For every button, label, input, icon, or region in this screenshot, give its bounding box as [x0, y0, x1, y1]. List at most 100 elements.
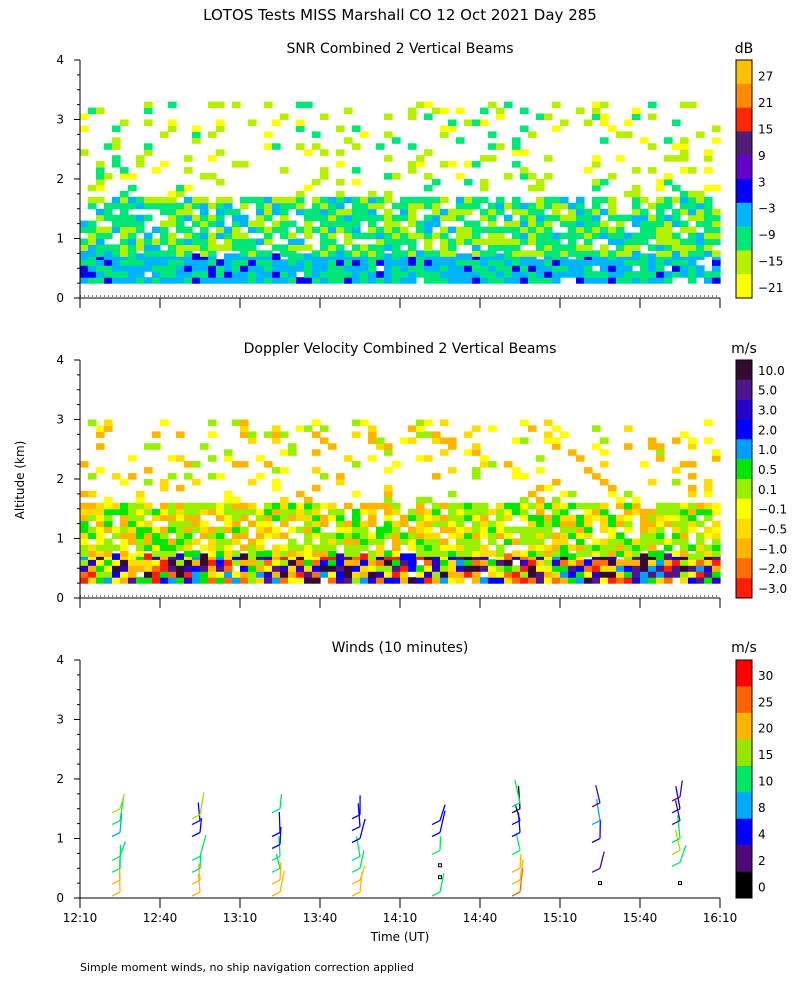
- heatmap-cell: [304, 101, 313, 109]
- heatmap-cell: [368, 508, 377, 516]
- heatmap-cell: [104, 538, 113, 545]
- heatmap-cell: [256, 571, 265, 578]
- heatmap-cell: [272, 277, 281, 284]
- heatmap-cell: [296, 508, 305, 516]
- heatmap-cell: [448, 520, 457, 528]
- heatmap-cell: [128, 250, 137, 257]
- colorbar-label: 5.0: [758, 384, 777, 398]
- heatmap-cell: [184, 155, 193, 162]
- heatmap-cell: [344, 232, 353, 240]
- heatmap-cell: [544, 244, 553, 251]
- heatmap-cell: [296, 277, 305, 284]
- heatmap-cell: [440, 502, 449, 510]
- heatmap-cell: [552, 496, 561, 504]
- heatmap-cell: [704, 559, 713, 566]
- heatmap-cell: [712, 125, 721, 132]
- heatmap-cell: [144, 479, 153, 486]
- heatmap-cell: [96, 161, 105, 168]
- heatmap-cell: [624, 514, 633, 522]
- heatmap-cell: [248, 577, 257, 584]
- heatmap-cell: [152, 250, 161, 257]
- heatmap-cell: [376, 526, 385, 534]
- heatmap-cell: [512, 277, 521, 284]
- heatmap-cell: [512, 208, 521, 216]
- heatmap-cell: [264, 265, 273, 272]
- heatmap-cell: [400, 208, 409, 216]
- heatmap-cell: [392, 508, 401, 516]
- colorbar-swatch: [736, 274, 752, 299]
- heatmap-cell: [416, 544, 425, 551]
- heatmap-cell: [416, 508, 425, 516]
- heatmap-cell: [528, 502, 537, 510]
- heatmap-cell: [328, 502, 337, 510]
- heatmap-cell: [520, 437, 529, 444]
- heatmap-cell: [336, 208, 345, 216]
- heatmap-cell: [528, 550, 537, 557]
- heatmap-cell: [400, 538, 409, 545]
- heatmap-cell: [432, 107, 441, 115]
- heatmap-cell: [416, 265, 425, 272]
- heatmap-cell: [208, 244, 217, 251]
- heatmap-cell: [560, 550, 569, 557]
- heatmap-cell: [520, 271, 529, 278]
- heatmap-cell: [416, 455, 425, 462]
- heatmap-cell: [304, 184, 313, 192]
- heatmap-cell: [296, 265, 305, 272]
- heatmap-cell: [712, 271, 721, 278]
- heatmap-cell: [408, 202, 417, 210]
- heatmap-cell: [400, 238, 409, 245]
- heatmap-cell: [304, 271, 313, 278]
- heatmap-cell: [200, 502, 209, 510]
- heatmap-cell: [184, 277, 193, 284]
- heatmap-cell: [704, 484, 713, 492]
- heatmap-cell: [240, 425, 249, 432]
- heatmap-cell: [224, 208, 233, 216]
- heatmap-cell: [416, 520, 425, 528]
- heatmap-cell: [272, 437, 281, 444]
- heatmap-cell: [216, 232, 225, 240]
- heatmap-cell: [616, 232, 625, 240]
- heatmap-cell: [680, 238, 689, 245]
- heatmap-cell: [448, 238, 457, 245]
- heatmap-cell: [200, 214, 209, 222]
- heatmap-cell: [128, 532, 137, 539]
- heatmap-cell: [584, 232, 593, 240]
- heatmap-cell: [648, 550, 657, 557]
- heatmap-cell: [168, 244, 177, 251]
- heatmap-cell: [408, 577, 417, 584]
- heatmap-cell: [96, 259, 105, 266]
- y-tick-label: 1: [56, 232, 64, 246]
- heatmap-cell: [624, 520, 633, 528]
- heatmap-cell: [552, 214, 561, 222]
- heatmap-cell: [392, 202, 401, 210]
- heatmap-cell: [680, 226, 689, 234]
- heatmap-cell: [256, 559, 265, 566]
- heatmap-cell: [472, 244, 481, 251]
- heatmap-cell: [464, 526, 473, 534]
- heatmap-cell: [408, 196, 417, 204]
- heatmap-cell: [176, 431, 185, 438]
- heatmap-cell: [192, 277, 201, 284]
- heatmap-cell: [464, 119, 473, 126]
- heatmap-cell: [512, 143, 521, 150]
- heatmap-cell: [312, 277, 321, 284]
- heatmap-cell: [648, 520, 657, 528]
- heatmap-cell: [544, 250, 553, 257]
- wind-barb-flag: [671, 796, 681, 802]
- heatmap-cell: [520, 265, 529, 272]
- heatmap-cell: [544, 532, 553, 539]
- heatmap-cell: [304, 208, 313, 216]
- heatmap-cell: [608, 550, 617, 557]
- heatmap-cell: [504, 508, 513, 516]
- heatmap-cell: [688, 565, 697, 572]
- heatmap-cell: [344, 259, 353, 266]
- heatmap-cell: [448, 437, 457, 444]
- colorbar-label: −3.0: [758, 582, 787, 596]
- heatmap-cell: [504, 226, 513, 234]
- heatmap-cell: [312, 226, 321, 234]
- heatmap-cell: [576, 259, 585, 266]
- heatmap-cell: [448, 208, 457, 216]
- heatmap-cell: [640, 532, 649, 539]
- heatmap-cell: [304, 226, 313, 234]
- heatmap-cell: [232, 502, 241, 510]
